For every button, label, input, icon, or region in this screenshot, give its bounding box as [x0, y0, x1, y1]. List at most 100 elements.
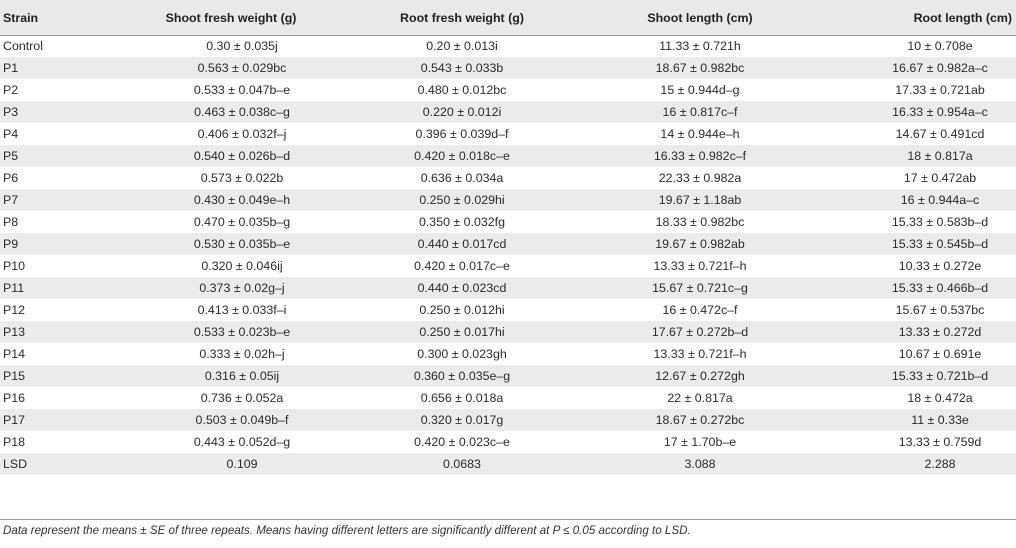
root-length-cell: 13.33 ± 0.272d	[898, 325, 982, 339]
root-fresh-weight-cell: 0.440 ± 0.017cd	[417, 237, 507, 251]
column-header-shoot-fresh-weight: Shoot fresh weight (g)	[165, 10, 297, 25]
root-length-cell: 15.33 ± 0.583b–d	[891, 215, 989, 229]
root-fresh-weight-cell: 0.420 ± 0.017c–e	[414, 259, 510, 273]
root-fresh-weight-cell: 0.440 ± 0.023cd	[417, 281, 507, 295]
shoot-length-cell: 16 ± 0.472c–f	[662, 303, 738, 317]
strain-cell: P5	[3, 149, 19, 163]
shoot-fresh-weight-cell: 0.109	[226, 457, 258, 471]
table-row: P15 0.316 ± 0.05ij 0.360 ± 0.035e–g 12.67 ±…	[0, 365, 1016, 387]
root-fresh-weight-cell: 0.20 ± 0.013i	[426, 39, 498, 53]
shoot-length-cell: 11.33 ± 0.721h	[659, 39, 741, 53]
root-length-cell: 16.67 ± 0.982a–c	[892, 61, 988, 75]
root-fresh-weight-cell: 0.300 ± 0.023gh	[417, 347, 507, 361]
shoot-fresh-weight-cell: 0.406 ± 0.032f–j	[197, 127, 287, 141]
root-length-cell: 13.33 ± 0.759d	[898, 435, 982, 449]
table-body: Control 0.30 ± 0.035j 0.20 ± 0.013i 11.33 ±…	[0, 35, 1016, 475]
root-fresh-weight-cell: 0.0683	[443, 457, 481, 471]
table-row: P2 0.533 ± 0.047b–e 0.480 ± 0.012bc 15 ± 0.…	[0, 79, 1016, 101]
strain-cell: P6	[3, 171, 19, 185]
root-fresh-weight-cell: 0.543 ± 0.033b	[420, 61, 504, 75]
shoot-length-cell: 16.33 ± 0.982c–f	[653, 149, 747, 163]
shoot-length-cell: 19.67 ± 1.18ab	[658, 193, 742, 207]
shoot-length-cell: 18.67 ± 0.982bc	[655, 61, 745, 75]
shoot-fresh-weight-cell: 0.320 ± 0.046ij	[201, 259, 283, 273]
shoot-fresh-weight-cell: 0.316 ± 0.05ij	[204, 369, 280, 383]
strain-cell: P8	[3, 215, 19, 229]
root-fresh-weight-cell: 0.250 ± 0.012hi	[419, 303, 505, 317]
shoot-fresh-weight-cell: 0.430 ± 0.049e–h	[193, 193, 291, 207]
shoot-length-cell: 3.088	[684, 457, 716, 471]
table-row: P7 0.430 ± 0.049e–h 0.250 ± 0.029hi 19.67 ±…	[0, 189, 1016, 211]
shoot-fresh-weight-cell: 0.533 ± 0.023b–e	[193, 325, 291, 339]
table-row: P8 0.470 ± 0.035b–g 0.350 ± 0.032fg 18.33 ±…	[0, 211, 1016, 233]
shoot-fresh-weight-cell: 0.463 ± 0.038c–g	[194, 105, 290, 119]
table-row: P10 0.320 ± 0.046ij 0.420 ± 0.017c–e 13.33 …	[0, 255, 1016, 277]
table-row: P3 0.463 ± 0.038c–g 0.220 ± 0.012i 16 ± 0.8…	[0, 101, 1016, 123]
data-table: Strain Shoot fresh weight (g) Root fresh…	[0, 0, 1016, 475]
shoot-fresh-weight-cell: 0.563 ± 0.029bc	[197, 61, 287, 75]
column-header-shoot-length: Shoot length (cm)	[647, 10, 753, 25]
root-fresh-weight-cell: 0.480 ± 0.012bc	[417, 83, 507, 97]
table-row: P13 0.533 ± 0.023b–e 0.250 ± 0.017hi 17.67 …	[0, 321, 1016, 343]
root-length-cell: 10 ± 0.708e	[907, 39, 973, 53]
shoot-length-cell: 19.67 ± 0.982ab	[655, 237, 745, 251]
shoot-length-cell: 12.67 ± 0.272gh	[655, 369, 745, 383]
root-fresh-weight-cell: 0.420 ± 0.018c–e	[414, 149, 510, 163]
shoot-fresh-weight-cell: 0.736 ± 0.052a	[200, 391, 284, 405]
shoot-length-cell: 15.67 ± 0.721c–g	[652, 281, 748, 295]
shoot-length-cell: 13.33 ± 0.721f–h	[653, 259, 747, 273]
column-header-root-length: Root length (cm)	[913, 10, 1012, 25]
table-row: P16 0.736 ± 0.052a 0.656 ± 0.018a 22 ± 0.81…	[0, 387, 1016, 409]
root-fresh-weight-cell: 0.360 ± 0.035e–g	[413, 369, 511, 383]
root-length-cell: 15.67 ± 0.537bc	[895, 303, 985, 317]
root-fresh-weight-cell: 0.320 ± 0.017g	[420, 413, 504, 427]
root-fresh-weight-cell: 0.636 ± 0.034a	[420, 171, 504, 185]
column-header-root-fresh-weight: Root fresh weight (g)	[400, 10, 524, 25]
shoot-fresh-weight-cell: 0.413 ± 0.033f–i	[197, 303, 287, 317]
root-fresh-weight-cell: 0.220 ± 0.012i	[422, 105, 502, 119]
shoot-length-cell: 22.33 ± 0.982a	[658, 171, 742, 185]
table-row: P6 0.573 ± 0.022b 0.636 ± 0.034a 22.33 ± 0.…	[0, 167, 1016, 189]
table-row: P12 0.413 ± 0.033f–i 0.250 ± 0.012hi 16 ± 0…	[0, 299, 1016, 321]
shoot-length-cell: 15 ± 0.944d–g	[660, 83, 740, 97]
root-fresh-weight-cell: 0.396 ± 0.039d–f	[415, 127, 509, 141]
root-length-cell: 16.33 ± 0.954a–c	[892, 105, 988, 119]
shoot-length-cell: 13.33 ± 0.721f–h	[653, 347, 747, 361]
table-row: P11 0.373 ± 0.02g–j 0.440 ± 0.023cd 15.67 ±…	[0, 277, 1016, 299]
table-row: P4 0.406 ± 0.032f–j 0.396 ± 0.039d–f 14 ± 0…	[0, 123, 1016, 145]
strain-cell: LSD	[3, 457, 28, 471]
shoot-length-cell: 16 ± 0.817c–f	[662, 105, 738, 119]
root-length-cell: 18 ± 0.472a	[907, 391, 973, 405]
root-fresh-weight-cell: 0.420 ± 0.023c–e	[414, 435, 510, 449]
table-header-row: Strain Shoot fresh weight (g) Root fresh…	[0, 0, 1016, 35]
shoot-fresh-weight-cell: 0.540 ± 0.026b–d	[193, 149, 291, 163]
root-length-cell: 15.33 ± 0.466b–d	[891, 281, 989, 295]
shoot-fresh-weight-cell: 0.573 ± 0.022b	[200, 171, 284, 185]
table-row: P17 0.503 ± 0.049b–f 0.320 ± 0.017g 18.67 ±…	[0, 409, 1016, 431]
root-fresh-weight-cell: 0.250 ± 0.017hi	[419, 325, 505, 339]
root-length-cell: 15.33 ± 0.545b–d	[891, 237, 989, 251]
strain-cell: P2	[3, 83, 19, 97]
shoot-length-cell: 18.33 ± 0.982bc	[655, 215, 745, 229]
root-length-cell: 15.33 ± 0.721b–d	[891, 369, 989, 383]
table-row: P14 0.333 ± 0.02h–j 0.300 ± 0.023gh 13.33 ±…	[0, 343, 1016, 365]
root-fresh-weight-cell: 0.250 ± 0.029hi	[419, 193, 505, 207]
root-length-cell: 2.288	[924, 457, 956, 471]
strain-cell: P14	[3, 347, 26, 361]
strain-cell: P9	[3, 237, 19, 251]
strain-cell: P16	[3, 391, 26, 405]
root-fresh-weight-cell: 0.350 ± 0.032fg	[418, 215, 506, 229]
strain-cell: P17	[3, 413, 26, 427]
strain-cell: P3	[3, 105, 19, 119]
root-length-cell: 11 ± 0.33e	[911, 413, 969, 427]
shoot-length-cell: 22 ± 0.817a	[667, 391, 733, 405]
shoot-length-cell: 17.67 ± 0.272b–d	[651, 325, 749, 339]
root-length-cell: 17 ± 0.472ab	[903, 171, 977, 185]
shoot-length-cell: 14 ± 0.944e–h	[660, 127, 740, 141]
table-row: P5 0.540 ± 0.026b–d 0.420 ± 0.018c–e 16.33 …	[0, 145, 1016, 167]
header-rule	[0, 35, 1016, 36]
shoot-fresh-weight-cell: 0.470 ± 0.035b–g	[193, 215, 291, 229]
table-row: LSD 0.109 0.0683 3.088 2.288	[0, 453, 1016, 475]
table-row: P9 0.530 ± 0.035b–e 0.440 ± 0.017cd 19.67 ±…	[0, 233, 1016, 255]
